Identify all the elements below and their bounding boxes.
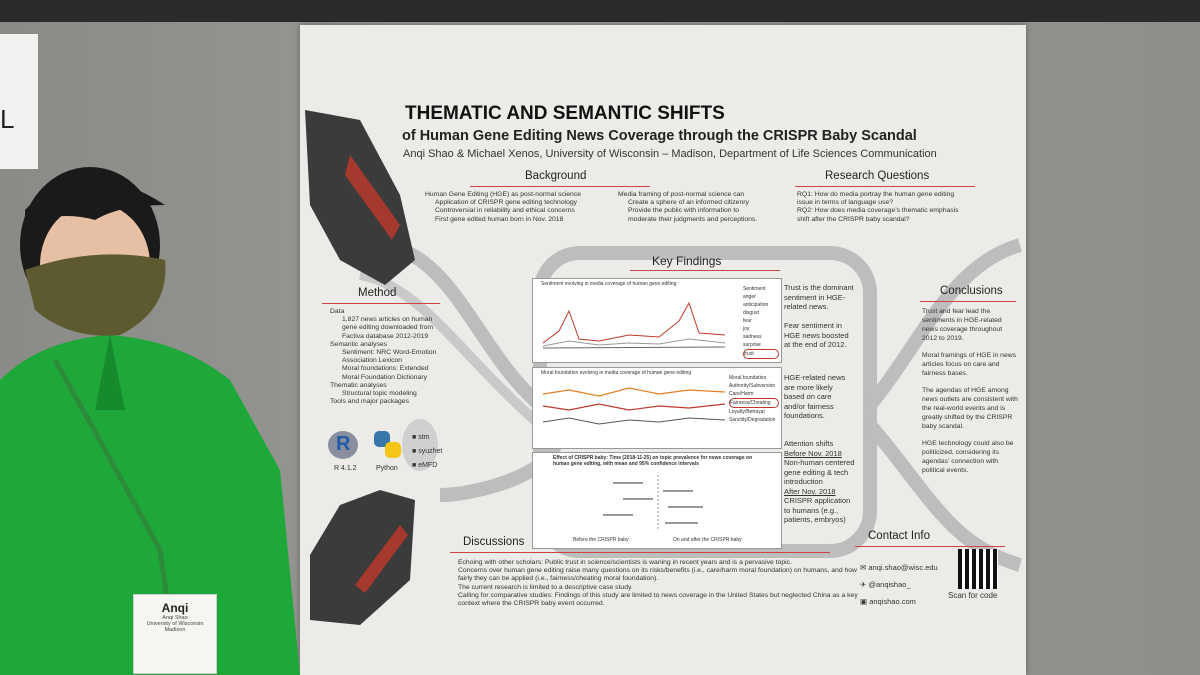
qr-code-icon [958,549,998,589]
web-icon: ▣ [860,597,868,606]
rq-rule [795,186,975,187]
method-heading: Method [358,287,397,299]
pkg-stm: ■ stm [412,434,430,441]
pkg-emfd: ■ eMFD [412,462,438,469]
research-poster: THEMATIC AND SEMANTIC SHIFTS of Human Ge… [300,25,1026,675]
discussions-heading: Discussions [463,536,525,548]
finding-sentiment: Trust is the dominant sentiment in HGE- … [784,283,854,349]
packages-list: ■ stm ■ syuzhet ■ eMFD [412,431,442,473]
topic-right-label: On and after the CRISPR baby [673,537,742,543]
method-text: Data 1,827 news articles on human gene e… [330,308,437,406]
contact-list: ✉ anqi.shao@wisc.edu ✈ @anqishao_ ▣ anqi… [860,559,938,610]
twitter-item: ✈ @anqishao_ [860,580,911,589]
topic-effect-chart: Effect of CRISPR baby: Time (2018-11-25)… [532,452,782,549]
sign-letter: L [0,104,15,134]
python-label: Python [376,465,398,472]
topic-effects [603,475,703,530]
website-item: ▣ anqishao.com [860,597,916,606]
rq-text: RQ1: How do media portray the human gene… [797,191,959,223]
topic-chart-title: Effect of CRISPR baby: Time (2018-11-25)… [553,455,753,467]
r-version-label: R 4.1.2 [334,465,357,472]
background-col1: Human Gene Editing (HGE) as post-normal … [425,191,582,223]
poster-decoration [305,110,1023,625]
finding-moral: HGE-related news are more likely based o… [784,373,846,420]
qr-label: Scan for code [948,591,998,600]
key-findings-heading: Key Findings [652,254,722,268]
name-badge: Anqi Anqi Shao University of Wisconsin M… [133,594,217,674]
conclusions-rule [920,301,1016,302]
method-rule [322,303,440,304]
discussions-rule [450,552,830,553]
rq-heading: Research Questions [825,170,930,182]
background-rule [470,186,650,187]
python-logo-icon [374,431,402,459]
topic-left-label: Before the CRISPR baby [573,537,629,543]
contact-heading: Contact Info [868,530,931,542]
twitter-icon: ✈ [860,580,867,589]
moral-legend: Moral foundation Authority/Subversion Ca… [729,374,779,424]
email-item: ✉ anqi.shao@wisc.edu [860,563,938,572]
conclusions-list: Trust and fear lead the sentiments in HG… [922,308,1018,474]
r-logo-icon: R [328,431,358,459]
conclusions-heading: Conclusions [940,285,1003,297]
sentiment-chart-title: Sentiment evolving in media coverage of … [541,281,677,287]
discussions-list: Echoing with other scholars: Public trus… [458,559,858,608]
pkg-syuzhet: ■ syuzhet [412,448,443,455]
contact-rule [855,546,1005,547]
poster-authors: Anqi Shao & Michael Xenos, University of… [403,148,937,160]
key-findings-rule [630,270,780,271]
moral-chart-title: Moral foundation evolving in media cover… [541,370,692,376]
background-col2: Media framing of post-normal science can… [618,191,758,223]
moral-lines [542,387,726,425]
sentiment-legend: Sentiment anger anticipation disgust fea… [743,285,779,359]
email-icon: ✉ [860,563,867,572]
poster-subtitle: of Human Gene Editing News Coverage thro… [402,128,917,144]
sentiment-lines [542,301,726,349]
adjacent-sign: L [0,34,38,169]
poster-title: THEMATIC AND SEMANTIC SHIFTS [405,103,725,124]
sentiment-chart: Sentiment evolving in media coverage of … [532,278,782,363]
background-heading: Background [525,170,587,182]
ceiling-strip [0,0,1200,22]
presenter-person [0,167,300,675]
moral-foundation-chart: Moral foundation evolving in media cover… [532,367,782,449]
finding-topics: Attention shifts Before Nov. 2018 Non-hu… [784,439,855,524]
